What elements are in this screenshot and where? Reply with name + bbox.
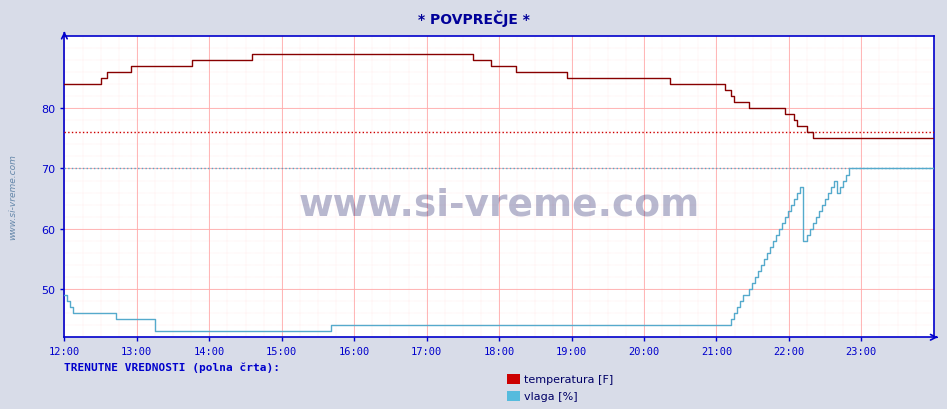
Text: temperatura [F]: temperatura [F] (524, 375, 613, 384)
Text: vlaga [%]: vlaga [%] (524, 391, 578, 401)
Text: TRENUTNE VREDNOSTI (polna črta):: TRENUTNE VREDNOSTI (polna črta): (64, 362, 280, 373)
Text: www.si-vreme.com: www.si-vreme.com (8, 153, 17, 239)
Text: * POVPREČJE *: * POVPREČJE * (418, 10, 529, 27)
Text: www.si-vreme.com: www.si-vreme.com (298, 187, 700, 223)
